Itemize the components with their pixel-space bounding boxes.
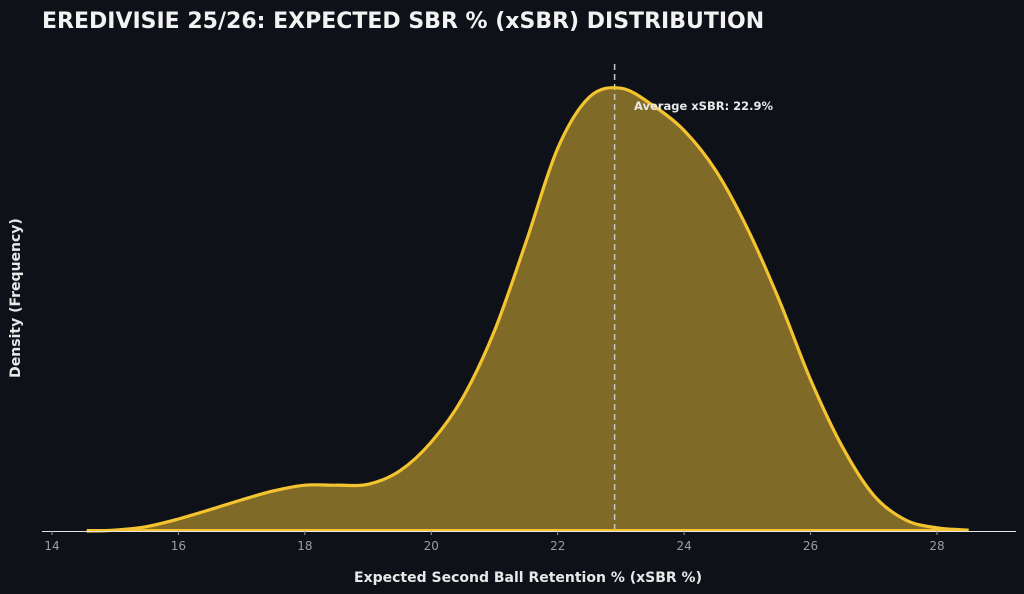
x-tick-label: 20 (424, 539, 439, 553)
density-fill (86, 87, 969, 532)
x-axis-label: Expected Second Ball Retention % (xSBR %… (354, 570, 702, 586)
x-tick-label: 16 (171, 539, 186, 553)
x-tick-label: 18 (297, 539, 312, 553)
density-line (86, 86, 969, 533)
x-ticks: 14 16 18 20 22 24 26 28 (44, 531, 945, 553)
x-tick-label: 26 (803, 539, 818, 553)
x-tick-label: 24 (677, 539, 692, 553)
chart-title: EREDIVISIE 25/26: EXPECTED SBR % (xSBR) … (42, 9, 764, 34)
mean-annotation: Average xSBR: 22.9% (634, 99, 774, 113)
y-axis-label: Density (Frequency) (8, 218, 24, 378)
x-tick-label: 28 (929, 539, 944, 553)
x-tick-label: 22 (550, 539, 565, 553)
x-tick-label: 14 (44, 539, 59, 553)
plot-area (42, 64, 1016, 533)
